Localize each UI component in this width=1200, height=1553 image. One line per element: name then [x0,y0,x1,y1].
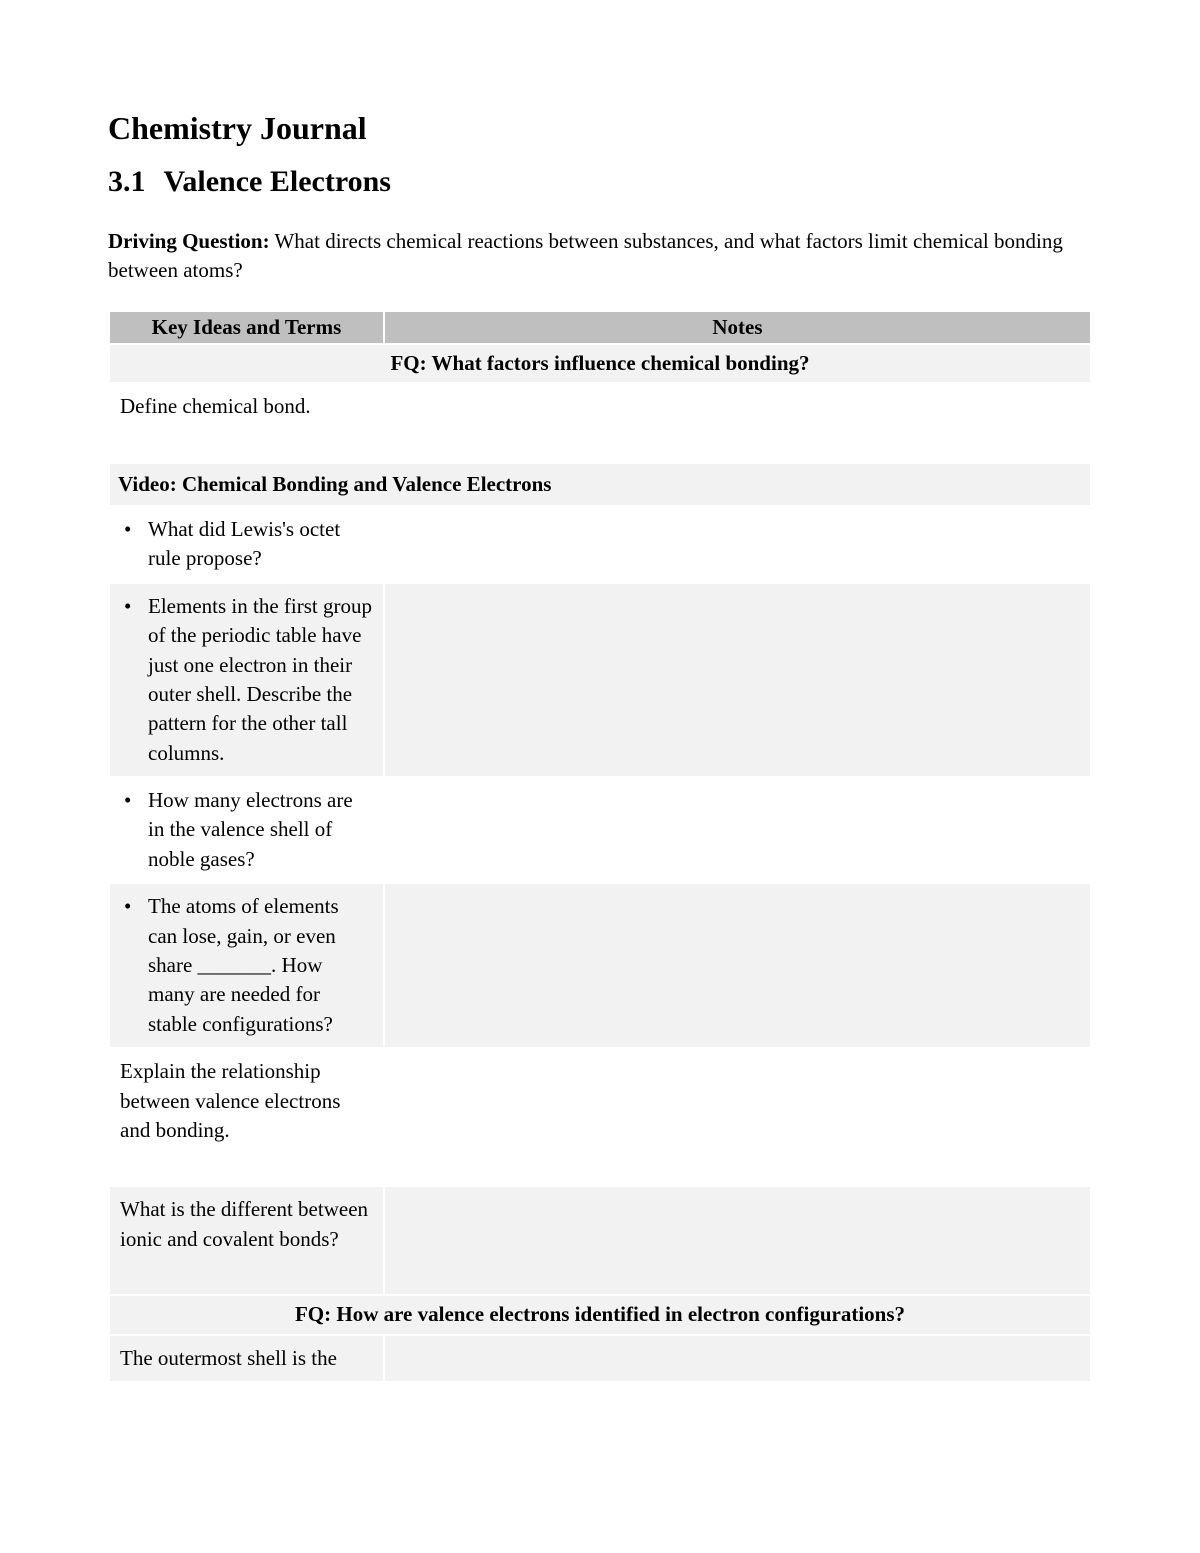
table-row: •What did Lewis's octet rule propose? [109,506,1091,583]
video-header-cell: Video: Chemical Bonding and Valence Elec… [109,463,1091,506]
section-heading: 3.1 Valence Electrons [108,165,1092,199]
notes-cell[interactable] [384,883,1091,1048]
table-body: FQ: What factors influence chemical bond… [109,344,1091,1382]
table-row: Define chemical bond. [109,383,1091,462]
section-title: Valence Electrons [164,165,391,198]
key-idea-cell: Explain the relationship between valence… [109,1048,384,1186]
notes-cell[interactable] [384,777,1091,883]
bullet-text: The atoms of elements can lose, gain, or… [148,892,373,1039]
table-row: What is the different between ionic and … [109,1186,1091,1295]
key-idea-cell: The outermost shell is the [109,1335,384,1382]
bullet-text: How many electrons are in the valence sh… [148,786,373,874]
bullet-item: •What did Lewis's octet rule propose? [120,515,373,574]
notes-cell[interactable] [384,1335,1091,1382]
bullet-dot-icon: • [120,892,148,921]
header-key-ideas: Key Ideas and Terms [109,311,384,344]
driving-question-label: Driving Question: [108,229,270,253]
notes-cell[interactable] [384,383,1091,462]
notes-cell[interactable] [384,1186,1091,1295]
key-idea-cell: What is the different between ionic and … [109,1186,384,1295]
bullet-item: •How many electrons are in the valence s… [120,786,373,874]
table-header-row: Key Ideas and Terms Notes [109,311,1091,344]
section-number: 3.1 [108,165,146,198]
notes-table: Key Ideas and Terms Notes FQ: What facto… [108,310,1092,1383]
header-notes: Notes [384,311,1091,344]
key-idea-cell: •What did Lewis's octet rule propose? [109,506,384,583]
table-row: •Elements in the first group of the peri… [109,583,1091,777]
notes-cell[interactable] [384,506,1091,583]
key-idea-cell: •The atoms of elements can lose, gain, o… [109,883,384,1048]
key-idea-cell: Define chemical bond. [109,383,384,462]
bullet-item: •Elements in the first group of the peri… [120,592,373,768]
table-row: FQ: How are valence electrons identified… [109,1295,1091,1334]
bullet-item: •The atoms of elements can lose, gain, o… [120,892,373,1039]
driving-question: Driving Question: What directs chemical … [108,227,1092,286]
notes-cell[interactable] [384,583,1091,777]
table-row: FQ: What factors influence chemical bond… [109,344,1091,383]
bullet-dot-icon: • [120,786,148,815]
bullet-text: Elements in the first group of the perio… [148,592,373,768]
table-row: Video: Chemical Bonding and Valence Elec… [109,463,1091,506]
journal-title: Chemistry Journal [108,110,1092,147]
fq-cell: FQ: How are valence electrons identified… [109,1295,1091,1334]
table-row: •How many electrons are in the valence s… [109,777,1091,883]
notes-cell[interactable] [384,1048,1091,1186]
fq-cell: FQ: What factors influence chemical bond… [109,344,1091,383]
bullet-dot-icon: • [120,515,148,544]
bullet-dot-icon: • [120,592,148,621]
table-row: •The atoms of elements can lose, gain, o… [109,883,1091,1048]
table-row: The outermost shell is the [109,1335,1091,1382]
bullet-text: What did Lewis's octet rule propose? [148,515,373,574]
key-idea-cell: •How many electrons are in the valence s… [109,777,384,883]
table-row: Explain the relationship between valence… [109,1048,1091,1186]
key-idea-cell: •Elements in the first group of the peri… [109,583,384,777]
